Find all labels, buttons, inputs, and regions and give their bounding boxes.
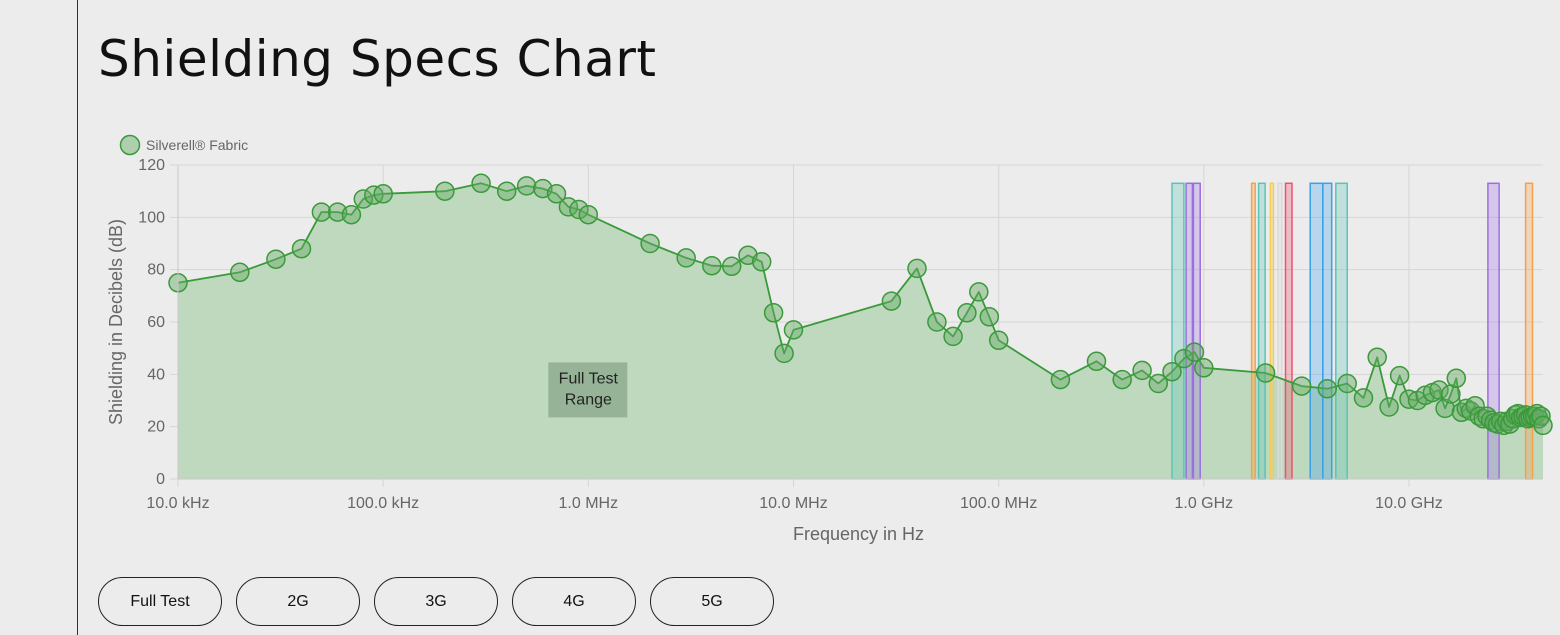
data-point[interactable] — [1317, 378, 1338, 399]
series-line — [177, 182, 1544, 427]
data-point[interactable] — [1112, 369, 1132, 390]
frequency-band — [1191, 182, 1201, 480]
data-point[interactable] — [266, 249, 286, 269]
data-point[interactable] — [1162, 361, 1182, 382]
legend-label: Silverell® Fabric — [146, 137, 248, 153]
data-point[interactable] — [496, 181, 517, 201]
data-point[interactable] — [1379, 397, 1399, 417]
tab-3g[interactable]: 3G — [374, 577, 498, 626]
data-point[interactable] — [943, 326, 963, 347]
data-point[interactable] — [783, 320, 804, 340]
x-axis-title: Frequency in Hz — [793, 524, 924, 544]
legend-marker — [119, 134, 141, 156]
annotation-label: Full Test — [559, 370, 619, 387]
y-tick-label: 60 — [147, 314, 165, 331]
frequency-band — [1335, 182, 1348, 480]
data-point[interactable] — [1367, 347, 1387, 368]
annotation-label: Range — [565, 391, 612, 408]
frequency-band — [1250, 182, 1256, 480]
data-point[interactable] — [721, 256, 742, 277]
data-point[interactable] — [546, 184, 567, 204]
tab-4g[interactable]: 4G — [512, 577, 636, 626]
data-point[interactable] — [471, 173, 491, 194]
y-axis-title: Shielding in Decibels (dB) — [106, 219, 126, 425]
x-tick-label: 10.0 GHz — [1375, 495, 1443, 512]
data-point[interactable] — [774, 343, 794, 364]
frequency-band — [1171, 182, 1185, 480]
tab-5g[interactable]: 5G — [650, 577, 774, 626]
data-point[interactable] — [311, 202, 332, 222]
x-tick-label: 1.0 MHz — [559, 495, 619, 512]
data-point[interactable] — [1050, 369, 1071, 390]
data-point[interactable] — [751, 252, 772, 272]
data-point[interactable] — [702, 255, 722, 276]
data-point[interactable] — [1533, 415, 1553, 436]
data-point[interactable] — [578, 204, 599, 225]
x-tick-label: 1.0 GHz — [1174, 495, 1233, 512]
frequency-band — [1284, 182, 1293, 480]
frequency-band — [1487, 182, 1500, 480]
data-point[interactable] — [640, 233, 660, 254]
left-divider — [77, 0, 78, 635]
data-point[interactable] — [1086, 351, 1107, 372]
y-tick-label: 0 — [156, 471, 165, 488]
data-point[interactable] — [1429, 380, 1449, 400]
data-point[interactable] — [230, 262, 250, 283]
frequency-band — [1309, 182, 1324, 480]
data-point[interactable] — [988, 330, 1009, 351]
data-point[interactable] — [1337, 373, 1357, 394]
data-point[interactable] — [373, 184, 393, 204]
shielding-chart: 0 20 40 60 80 100 120 10.0 kHz 100.0 kHz 1.0 MHz 1… — [106, 134, 1553, 544]
data-point[interactable] — [1353, 388, 1374, 408]
data-point[interactable] — [341, 204, 362, 225]
data-point[interactable] — [763, 303, 784, 323]
data-point[interactable] — [907, 258, 927, 279]
frequency-band — [1322, 182, 1333, 480]
tab-full-test[interactable]: Full Test — [98, 577, 222, 626]
frequency-band — [1257, 182, 1266, 480]
y-tick-label: 40 — [147, 366, 165, 383]
data-point[interactable] — [1174, 348, 1194, 369]
tab-2g[interactable]: 2G — [236, 577, 360, 626]
data-point[interactable] — [881, 291, 902, 311]
x-tick-label: 100.0 kHz — [347, 495, 419, 512]
frequency-band — [1269, 182, 1275, 480]
page-title: Shielding Specs Chart — [98, 30, 657, 88]
frequency-tabs: Full Test 2G 3G 4G 5G — [98, 577, 774, 626]
data-point[interactable] — [569, 199, 589, 220]
y-tick-label: 20 — [147, 419, 165, 436]
data-point[interactable] — [1446, 368, 1467, 389]
x-tick-label: 10.0 MHz — [759, 495, 827, 512]
annotation-box — [548, 362, 628, 418]
data-point[interactable] — [1291, 376, 1312, 396]
data-point[interactable] — [957, 303, 977, 323]
data-point[interactable] — [1184, 342, 1205, 362]
y-tick-label: 120 — [138, 157, 165, 174]
data-point[interactable] — [1255, 363, 1276, 383]
y-tick-label: 100 — [138, 209, 165, 226]
frequency-band — [1524, 182, 1534, 480]
y-tick-label: 80 — [147, 262, 165, 279]
data-point[interactable] — [291, 238, 312, 259]
data-point[interactable] — [1148, 373, 1169, 394]
data-point[interactable] — [1194, 358, 1214, 378]
data-point[interactable] — [927, 312, 947, 332]
data-point[interactable] — [676, 248, 696, 268]
data-point[interactable] — [1132, 360, 1152, 381]
series-area-fill — [178, 183, 1543, 480]
data-point[interactable] — [516, 176, 537, 196]
data-point[interactable] — [979, 307, 1000, 327]
data-point[interactable] — [1389, 365, 1410, 386]
data-point[interactable] — [969, 282, 989, 302]
data-point[interactable] — [435, 181, 455, 201]
frequency-band — [1277, 182, 1283, 480]
data-point[interactable] — [353, 189, 374, 209]
x-tick-label: 100.0 MHz — [960, 495, 1037, 512]
x-tick-label: 10.0 kHz — [146, 495, 209, 512]
